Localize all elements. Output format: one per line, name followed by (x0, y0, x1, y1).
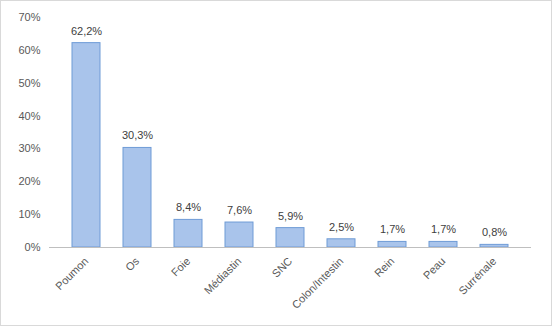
svg-text:0%: 0% (25, 241, 41, 253)
svg-text:20%: 20% (18, 175, 40, 187)
svg-text:62,2%: 62,2% (71, 25, 102, 37)
svg-text:Os: Os (123, 254, 142, 273)
svg-text:30%: 30% (18, 142, 40, 154)
svg-text:Colon/Intestin: Colon/Intestin (289, 255, 345, 311)
svg-text:1,7%: 1,7% (431, 223, 456, 235)
svg-text:10%: 10% (18, 208, 40, 220)
svg-text:7,6%: 7,6% (227, 204, 252, 216)
svg-text:60%: 60% (18, 44, 40, 56)
svg-text:2,5%: 2,5% (329, 221, 354, 233)
svg-text:40%: 40% (18, 110, 40, 122)
svg-text:50%: 50% (18, 77, 40, 89)
svg-text:70%: 70% (18, 11, 40, 23)
svg-text:Poumon: Poumon (53, 255, 90, 292)
svg-text:Foie: Foie (169, 255, 193, 279)
svg-text:1,7%: 1,7% (380, 223, 405, 235)
svg-text:SNC: SNC (269, 255, 294, 280)
svg-text:5,9%: 5,9% (278, 210, 303, 222)
svg-text:8,4%: 8,4% (176, 201, 201, 213)
svg-text:0,8%: 0,8% (482, 226, 507, 238)
svg-text:Peau: Peau (421, 255, 448, 282)
svg-text:Surrénale: Surrénale (456, 255, 498, 297)
svg-text:Rein: Rein (372, 255, 396, 279)
svg-text:30,3%: 30,3% (122, 129, 153, 141)
svg-text:Médiastin: Médiastin (202, 255, 244, 297)
